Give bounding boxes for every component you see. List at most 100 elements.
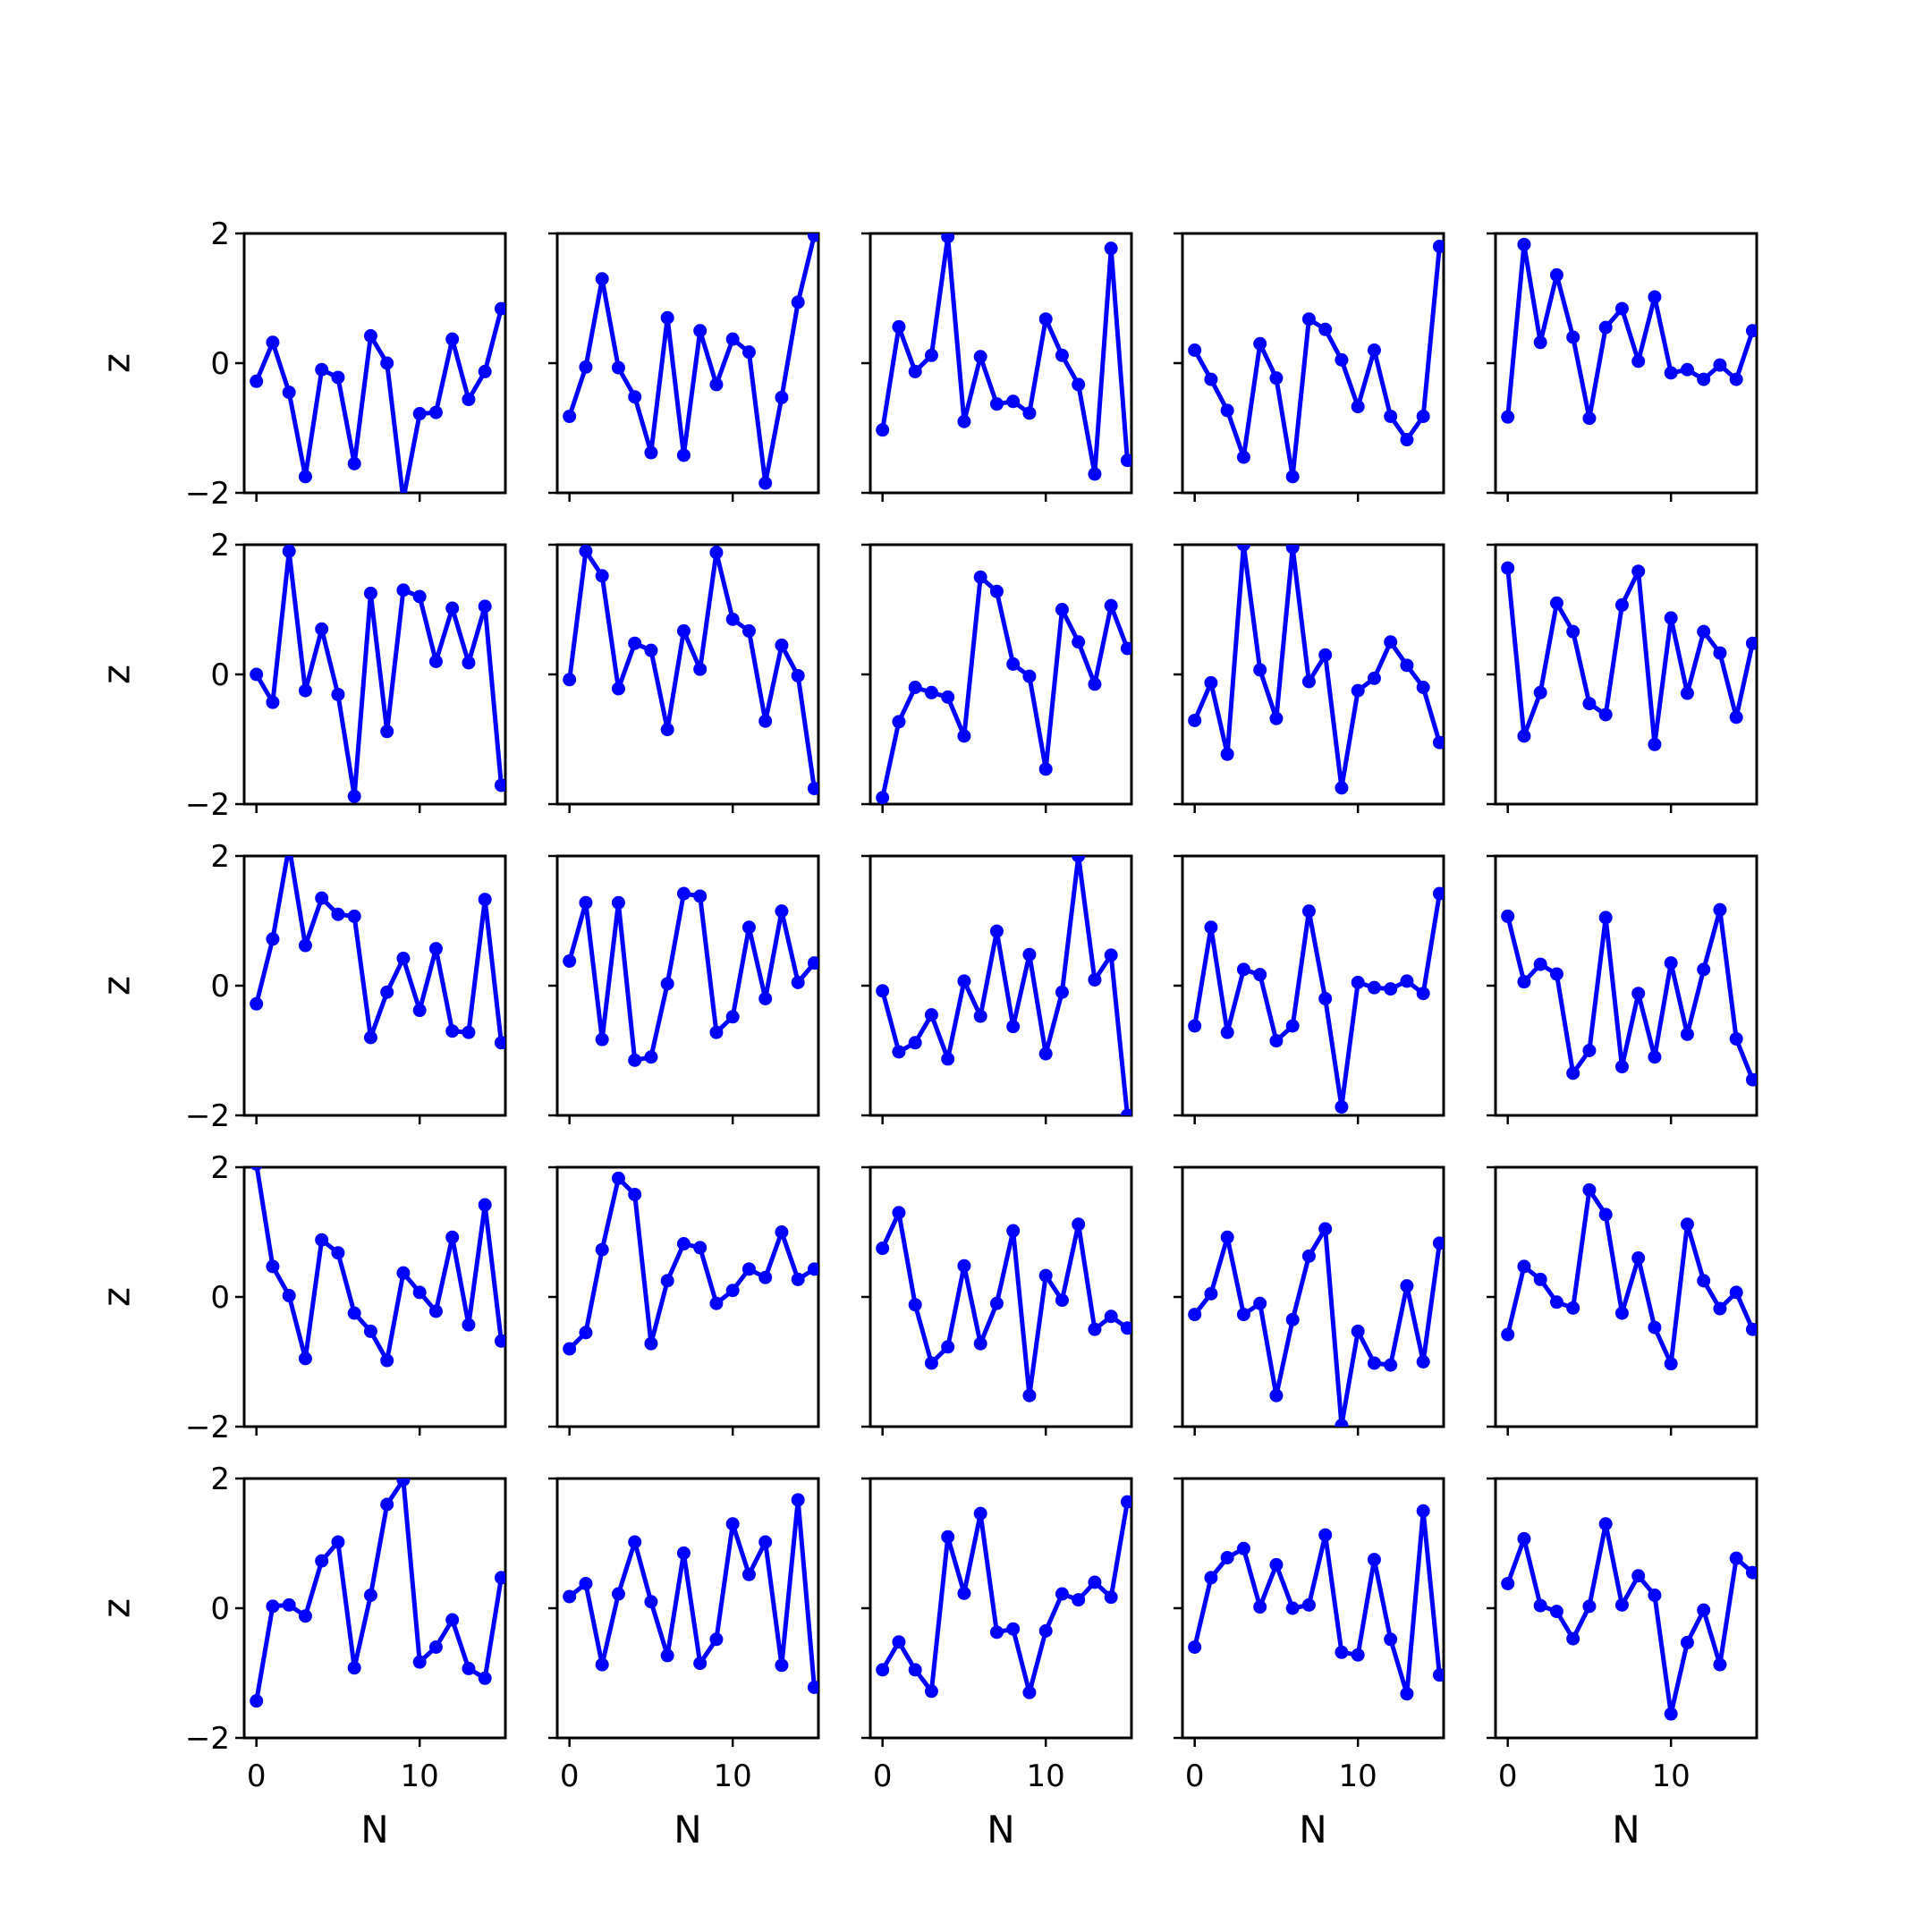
data-point: [611, 1587, 625, 1601]
series-line: [567, 234, 817, 486]
data-point: [1384, 982, 1398, 996]
data-point: [725, 1517, 740, 1531]
series: [563, 545, 818, 796]
data-point: [1566, 1301, 1580, 1315]
series: [876, 856, 1131, 1115]
data-point: [1220, 747, 1234, 761]
data-point: [595, 1032, 609, 1046]
data-point: [478, 364, 492, 378]
data-point: [445, 1613, 460, 1627]
data-point: [1697, 962, 1711, 977]
x-tick-label: 0: [873, 1758, 893, 1794]
data-point: [331, 1535, 345, 1549]
data-point: [363, 1589, 377, 1602]
subplot-4-5: [1487, 1165, 1758, 1436]
y-axis-label: z: [95, 1287, 139, 1307]
data-point: [1072, 1593, 1086, 1607]
data-point: [1400, 658, 1414, 673]
data-point: [628, 636, 642, 650]
data-point: [758, 714, 773, 728]
data-point: [396, 583, 411, 597]
data-point: [282, 1597, 296, 1612]
data-point: [1072, 377, 1086, 392]
data-point: [1697, 1603, 1711, 1617]
data-point: [1400, 974, 1414, 988]
data-point: [989, 584, 1004, 598]
data-point: [396, 1479, 411, 1487]
data-point: [298, 470, 312, 484]
data-point: [791, 668, 805, 682]
x-tick-label: 10: [1027, 1758, 1065, 1794]
y-tick-label: 0: [210, 346, 230, 382]
data-point: [758, 1270, 773, 1284]
data-point: [1318, 992, 1333, 1005]
data-point: [660, 1648, 674, 1663]
data-point: [1566, 1066, 1580, 1080]
data-point: [1335, 352, 1349, 367]
subplot-1-5: [1487, 232, 1758, 502]
data-point: [494, 301, 505, 316]
series: [563, 233, 818, 490]
data-point: [1055, 1293, 1069, 1308]
data-point: [1501, 909, 1515, 923]
series: [876, 233, 1131, 481]
y-tick-label: 2: [210, 1462, 230, 1497]
data-point: [1713, 358, 1727, 372]
data-point: [1088, 1575, 1102, 1589]
data-point: [412, 1655, 427, 1669]
x-tick-label: 0: [247, 1758, 267, 1794]
y-axis-label: z: [95, 353, 139, 373]
data-point: [791, 1493, 805, 1507]
data-point: [1120, 641, 1131, 656]
data-point: [595, 1242, 609, 1257]
subplot-3-5: [1487, 854, 1758, 1124]
data-point: [1038, 1623, 1053, 1638]
x-tick-label: 10: [1652, 1758, 1690, 1794]
series-line: [880, 234, 1130, 477]
data-point: [1236, 450, 1250, 464]
data-point: [725, 1284, 740, 1298]
data-point: [1713, 1301, 1727, 1316]
data-point: [1318, 648, 1333, 662]
data-point: [807, 1262, 818, 1276]
data-point: [494, 1571, 505, 1585]
data-point: [1285, 1312, 1300, 1326]
data-point: [331, 687, 345, 701]
data-point: [1517, 975, 1531, 989]
data-point: [1713, 1657, 1727, 1672]
series-line: [567, 548, 817, 789]
series-line: [568, 1497, 817, 1688]
series: [1188, 545, 1444, 795]
data-point: [1253, 968, 1267, 982]
y-tick-label: −2: [185, 1721, 230, 1757]
subplot-1-2: [548, 232, 820, 502]
y-tick-label: 2: [210, 528, 230, 564]
data-point: [1582, 697, 1597, 711]
data-point: [1022, 1388, 1037, 1402]
data-point: [1533, 335, 1547, 350]
y-tick-label: 0: [210, 1280, 230, 1316]
data-point: [315, 1233, 329, 1247]
data-point: [579, 545, 593, 558]
data-point: [478, 1198, 492, 1212]
series: [1501, 902, 1757, 1087]
data-point: [1220, 1230, 1234, 1244]
data-point: [660, 310, 674, 325]
data-point: [1533, 685, 1547, 699]
data-point: [924, 1684, 938, 1699]
data-point: [676, 448, 691, 462]
data-point: [412, 1285, 427, 1300]
series-line: [254, 1167, 504, 1363]
data-point: [1533, 957, 1547, 971]
data-point: [579, 360, 593, 374]
subplot-4-4: [1174, 1165, 1445, 1436]
data-point: [1598, 708, 1613, 722]
data-point: [1614, 1597, 1629, 1612]
data-point: [428, 1640, 443, 1654]
data-point: [1384, 1358, 1398, 1372]
data-point: [1598, 1208, 1613, 1222]
data-point: [1367, 1553, 1381, 1567]
data-point: [1220, 1550, 1234, 1564]
data-point: [892, 1635, 906, 1649]
data-point: [1072, 856, 1086, 863]
